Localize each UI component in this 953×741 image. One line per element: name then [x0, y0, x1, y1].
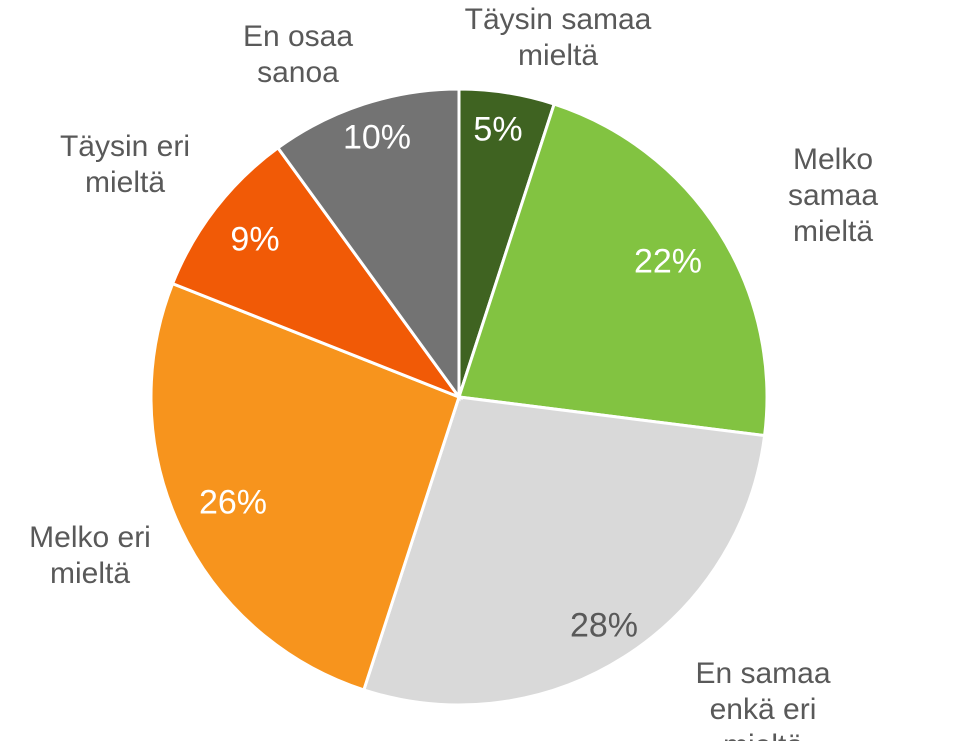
category-label: En samaa enkä eri mieltä — [695, 657, 831, 741]
value-label: 26% — [198, 483, 268, 522]
value-label: 28% — [569, 606, 639, 645]
pie-slice — [275, 87, 461, 402]
value-label: 5% — [473, 110, 523, 149]
pie-slice — [149, 281, 461, 692]
category-label: Täysin eri mieltä — [59, 130, 191, 199]
pie-slice — [457, 102, 769, 438]
category-label: Täysin samaa mieltä — [464, 3, 652, 72]
value-label: 22% — [633, 242, 703, 281]
value-label: 10% — [342, 118, 412, 157]
category-label: Melko eri mieltä — [29, 521, 151, 590]
pie-slice — [170, 145, 464, 401]
category-label: Melko samaa mieltä — [787, 143, 879, 248]
pie-slice — [361, 395, 767, 707]
value-label: 9% — [230, 220, 280, 259]
category-label: En osaa sanoa — [242, 20, 354, 89]
